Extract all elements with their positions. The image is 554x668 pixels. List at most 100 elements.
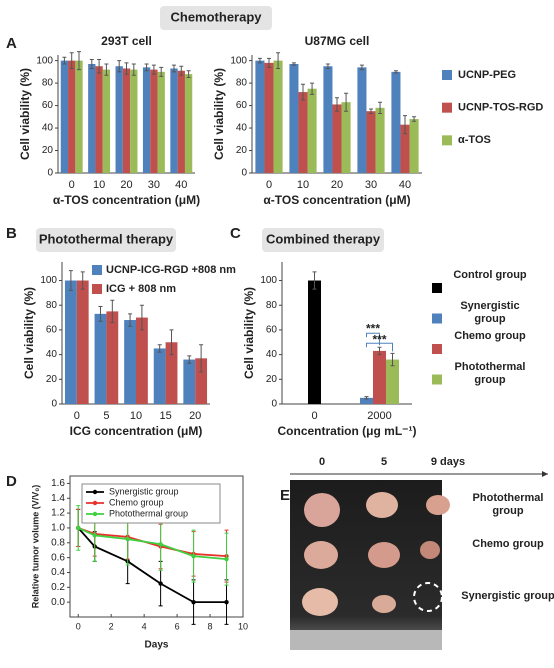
error-bar <box>377 346 382 356</box>
y-tick-label: 80 <box>236 78 248 89</box>
y-tick-label: 0 <box>51 399 57 410</box>
tumor <box>304 493 340 527</box>
bar <box>373 350 386 404</box>
error-bar <box>62 56 67 65</box>
bar <box>150 69 158 173</box>
y-tick-label: 0.8 <box>51 537 65 548</box>
legend-label: UCNP-TOS-RGD <box>458 102 543 114</box>
legend-label: ICG + 808 nm <box>106 283 176 295</box>
y-tick-label: 20 <box>236 145 248 156</box>
y-tick-label: 80 <box>42 78 54 89</box>
bar <box>289 63 299 173</box>
y-tick-label: 20 <box>46 374 58 385</box>
legend-box <box>81 483 221 524</box>
y-tick-label: 0.4 <box>51 567 65 578</box>
tumor <box>368 542 400 568</box>
empty-marker <box>413 582 443 612</box>
legend-swatch <box>432 283 442 293</box>
y-axis-label: Cell viability (%) <box>18 68 32 160</box>
line <box>77 527 227 561</box>
y-tick-label: 60 <box>266 325 278 336</box>
bar <box>183 359 196 404</box>
y-tick-label: 40 <box>46 349 58 360</box>
bar <box>115 66 123 173</box>
x-tick-label: 8 <box>208 621 213 631</box>
error-bar <box>364 396 369 400</box>
legend-swatch <box>432 344 442 354</box>
bar <box>136 317 148 404</box>
error-bar <box>117 60 122 73</box>
legend-swatch <box>442 135 452 146</box>
y-axis-label: Relative tumor volume (V/V₀) <box>30 485 40 609</box>
chart-title: U87MG cell <box>305 34 370 48</box>
y-tick-label: 100 <box>36 55 53 66</box>
marker <box>158 542 163 547</box>
bar <box>102 69 111 173</box>
bar <box>68 60 76 173</box>
y-tick-label: 0 <box>271 399 277 410</box>
bar <box>400 124 410 173</box>
error-bar <box>186 70 191 78</box>
y-tick-label: 1.4 <box>51 493 65 504</box>
x-tick-label: 15 <box>159 410 171 422</box>
marker <box>125 536 130 542</box>
error-bar <box>124 62 129 75</box>
y-tick-label: 20 <box>266 374 278 385</box>
error-bar <box>68 270 73 291</box>
annotation: *** <box>366 321 380 335</box>
panel-label: D <box>6 473 17 490</box>
bar <box>386 359 399 404</box>
bar <box>94 313 107 404</box>
legend-label: Photothermal group <box>454 360 526 386</box>
x-tick-label: 30 <box>365 179 377 191</box>
bar <box>307 88 317 173</box>
x-tick-label: 4 <box>142 621 147 631</box>
error-bar <box>139 304 144 331</box>
y-tick-label: 100 <box>260 275 277 286</box>
error-bar <box>97 58 102 74</box>
error-bar <box>169 329 174 356</box>
x-tick-label: 10 <box>93 179 105 191</box>
panel-label: A <box>6 35 17 52</box>
legend-swatch <box>92 284 102 294</box>
error-bar <box>312 271 317 290</box>
x-tick-label: 0 <box>74 410 80 422</box>
x-axis-label: Concentration (μg mL⁻¹) <box>278 424 417 438</box>
bar <box>308 280 321 404</box>
bar <box>60 60 69 173</box>
y-tick-label: 60 <box>236 100 248 111</box>
bar <box>76 280 89 404</box>
marker <box>224 599 229 605</box>
bar <box>323 66 333 173</box>
line <box>77 527 227 604</box>
header: Chemotherapy <box>170 9 262 24</box>
legend-label: Synergistic group <box>460 299 520 325</box>
bar <box>153 348 166 404</box>
bar <box>341 102 351 173</box>
marker <box>191 599 196 605</box>
error-bar <box>171 64 176 73</box>
y-tick-label: 0.2 <box>51 582 65 593</box>
legend-label: Photothermal group <box>109 508 188 518</box>
error-bar <box>344 92 349 112</box>
legend-swatch <box>442 70 452 80</box>
error-bar <box>187 355 192 364</box>
bar <box>122 68 131 173</box>
error-bar <box>128 313 133 327</box>
error-bar <box>325 63 330 69</box>
legend-swatch <box>432 374 442 385</box>
x-tick-label: 0 <box>76 621 81 631</box>
error-bar <box>257 57 262 64</box>
error-bar <box>144 63 149 72</box>
error-bar <box>69 52 74 69</box>
marker <box>76 525 81 531</box>
x-tick-label: 10 <box>297 179 309 191</box>
legend-marker <box>92 489 98 495</box>
error-bar <box>151 64 156 75</box>
bar <box>409 119 419 173</box>
bar <box>195 358 208 404</box>
error-bar <box>403 115 407 135</box>
y-tick-label: 1.0 <box>51 523 65 534</box>
tumor <box>366 492 398 518</box>
bar <box>357 67 367 173</box>
